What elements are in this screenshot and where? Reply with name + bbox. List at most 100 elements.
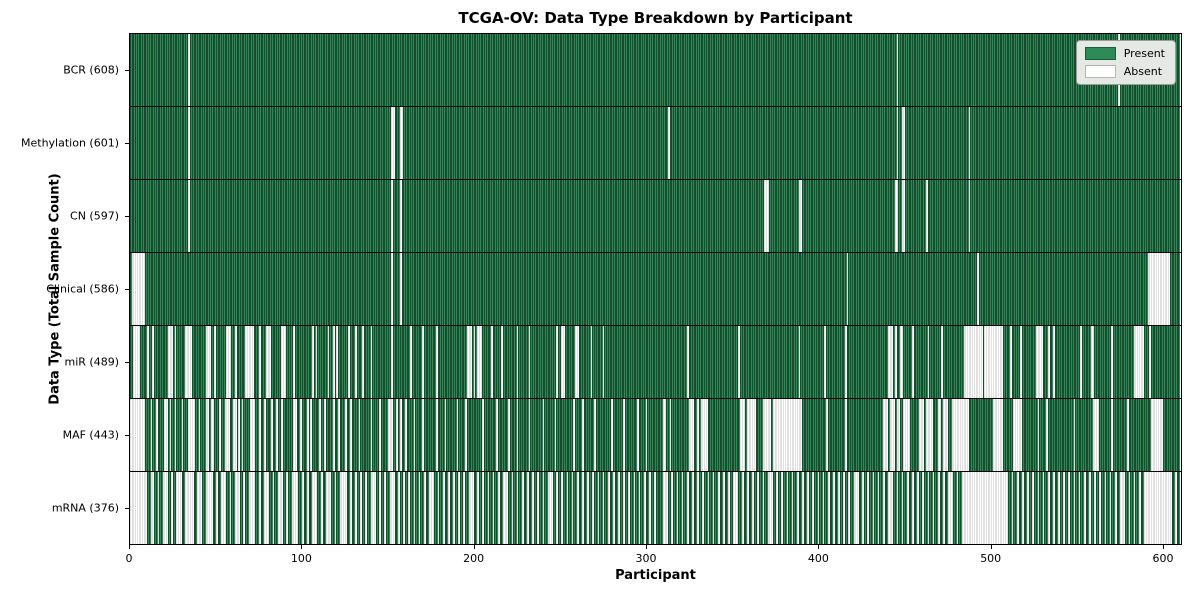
matrix-cell <box>894 253 897 325</box>
matrix-cell <box>845 326 847 398</box>
matrix-cell <box>401 472 404 544</box>
matrix-cell <box>705 326 708 398</box>
matrix-cell <box>896 399 899 471</box>
matrix-cell <box>411 399 414 471</box>
matrix-cell <box>638 399 641 471</box>
matrix-cell <box>136 326 139 398</box>
matrix-cell <box>1161 180 1163 252</box>
matrix-cell <box>1018 180 1021 252</box>
matrix-cell <box>566 180 569 252</box>
matrix-cell <box>802 472 804 544</box>
matrix-cell <box>547 180 550 252</box>
matrix-cell <box>1164 326 1167 398</box>
matrix-cell <box>1051 472 1053 544</box>
matrix-cell <box>845 34 847 106</box>
matrix-cell <box>1149 180 1151 252</box>
matrix-cell <box>315 472 318 544</box>
matrix-cell <box>920 399 923 471</box>
matrix-cell <box>456 34 459 106</box>
matrix-cell <box>808 34 811 106</box>
present-swatch-icon <box>1084 47 1116 60</box>
matrix-cell <box>786 399 789 471</box>
matrix-cell <box>635 107 638 179</box>
matrix-cell <box>920 107 923 179</box>
matrix-cell <box>215 34 218 106</box>
matrix-cell <box>264 34 266 106</box>
matrix-cell <box>324 253 326 325</box>
matrix-cell <box>425 107 428 179</box>
matrix-cell <box>496 253 498 325</box>
matrix-cell <box>681 399 684 471</box>
matrix-cell <box>380 34 383 106</box>
matrix-cell <box>191 107 194 179</box>
matrix-cell <box>245 253 247 325</box>
matrix-cell <box>834 107 837 179</box>
matrix-cell <box>1059 399 1062 471</box>
matrix-cell <box>185 326 187 398</box>
matrix-cell <box>439 180 442 252</box>
matrix-cell <box>779 180 782 252</box>
matrix-cell <box>337 107 340 179</box>
plot-area: Present Absent <box>129 33 1182 545</box>
matrix-cell <box>929 399 931 471</box>
matrix-cell <box>824 107 827 179</box>
matrix-cell <box>1065 326 1067 398</box>
matrix-cell <box>747 399 749 471</box>
matrix-cell <box>948 326 950 398</box>
matrix-cell <box>394 34 397 106</box>
matrix-cell <box>690 180 693 252</box>
matrix-cell <box>566 34 569 106</box>
matrix-cell <box>411 253 414 325</box>
matrix-cell <box>587 107 589 179</box>
matrix-cell <box>900 472 902 544</box>
matrix-cell <box>992 107 995 179</box>
matrix-cell <box>1016 180 1019 252</box>
matrix-cell <box>556 180 558 252</box>
matrix-cell <box>583 253 586 325</box>
matrix-cell <box>449 472 452 544</box>
matrix-cell <box>872 253 875 325</box>
matrix-cell <box>960 34 962 106</box>
matrix-cell <box>652 399 655 471</box>
matrix-cell <box>1090 107 1093 179</box>
matrix-cell <box>955 107 957 179</box>
matrix-cell <box>609 180 612 252</box>
matrix-cell <box>312 180 314 252</box>
matrix-cell <box>319 107 321 179</box>
matrix-cell <box>200 399 203 471</box>
matrix-cell <box>1027 253 1029 325</box>
matrix-cell <box>583 34 586 106</box>
matrix-cell <box>784 472 787 544</box>
matrix-cell <box>430 326 433 398</box>
matrix-cell <box>556 399 558 471</box>
matrix-cell <box>368 180 371 252</box>
matrix-cell <box>554 472 557 544</box>
matrix-cell <box>458 180 460 252</box>
matrix-cell <box>142 399 144 471</box>
matrix-cell <box>157 180 160 252</box>
matrix-cell <box>351 326 354 398</box>
matrix-cell <box>795 326 797 398</box>
matrix-cell <box>695 107 698 179</box>
matrix-cell <box>987 180 990 252</box>
matrix-cell <box>353 107 356 179</box>
matrix-cell <box>356 326 359 398</box>
matrix-cell <box>410 399 412 471</box>
matrix-cell <box>501 472 503 544</box>
matrix-cell <box>222 107 225 179</box>
matrix-cell <box>633 34 636 106</box>
matrix-cell <box>530 399 533 471</box>
matrix-cell <box>296 107 299 179</box>
matrix-cell <box>521 472 524 544</box>
matrix-cell <box>638 180 641 252</box>
matrix-cell <box>362 253 364 325</box>
matrix-cell <box>363 472 366 544</box>
matrix-cell <box>255 180 258 252</box>
matrix-cell <box>234 180 237 252</box>
matrix-cell <box>482 34 485 106</box>
matrix-cell <box>637 253 639 325</box>
matrix-cell <box>1083 180 1086 252</box>
matrix-cell <box>1047 326 1050 398</box>
matrix-cell <box>377 253 380 325</box>
matrix-cell <box>135 34 137 106</box>
